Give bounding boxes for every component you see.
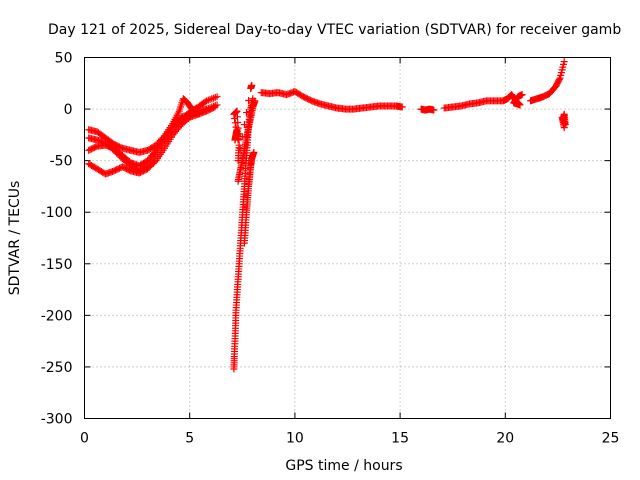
data-point xyxy=(236,145,244,153)
data-point xyxy=(194,110,202,118)
data-point xyxy=(238,133,246,141)
data-points xyxy=(85,58,569,373)
x-tick-label: 5 xyxy=(185,431,194,447)
data-point xyxy=(555,76,563,84)
data-point xyxy=(250,148,258,156)
data-point xyxy=(251,97,259,105)
y-tick-label: 0 xyxy=(64,102,73,118)
x-tick-label: 10 xyxy=(286,431,304,447)
data-point xyxy=(234,157,242,165)
data-point xyxy=(430,106,438,114)
plot-frame xyxy=(84,57,611,419)
axis-ticks xyxy=(84,57,611,419)
data-point xyxy=(560,124,568,132)
y-tick-label: -200 xyxy=(41,308,73,324)
x-tick-label: 0 xyxy=(80,431,89,447)
y-tick-label: -250 xyxy=(41,360,73,376)
x-axis-title: GPS time / hours xyxy=(285,458,402,474)
data-point xyxy=(213,101,221,109)
x-tick-label: 15 xyxy=(391,431,409,447)
grid xyxy=(84,57,611,419)
data-point xyxy=(560,58,568,66)
data-point xyxy=(201,98,209,106)
data-point xyxy=(240,121,248,129)
y-tick-label: -300 xyxy=(41,412,73,428)
data-point xyxy=(243,109,251,117)
data-point xyxy=(248,81,256,89)
x-tick-label: 20 xyxy=(496,431,514,447)
y-tick-label: -100 xyxy=(41,205,73,221)
data-point xyxy=(193,109,201,117)
data-point xyxy=(518,91,526,99)
y-axis-title: SDTVAR / TECUs xyxy=(7,181,23,296)
data-point xyxy=(245,96,253,104)
data-point xyxy=(159,133,167,141)
data-point xyxy=(213,93,221,101)
y-tick-label: 50 xyxy=(55,51,73,67)
chart-title: Day 121 of 2025, Sidereal Day-to-day VTE… xyxy=(48,22,621,38)
y-tick-label: -150 xyxy=(41,257,73,273)
y-tick-label: -50 xyxy=(50,154,73,170)
data-point xyxy=(398,103,406,111)
tick-labels: 0 5 10 15 20 25 50 0 -50 -100 -150 -200 -250 -300 xyxy=(41,51,620,447)
x-tick-label: 25 xyxy=(602,431,620,447)
